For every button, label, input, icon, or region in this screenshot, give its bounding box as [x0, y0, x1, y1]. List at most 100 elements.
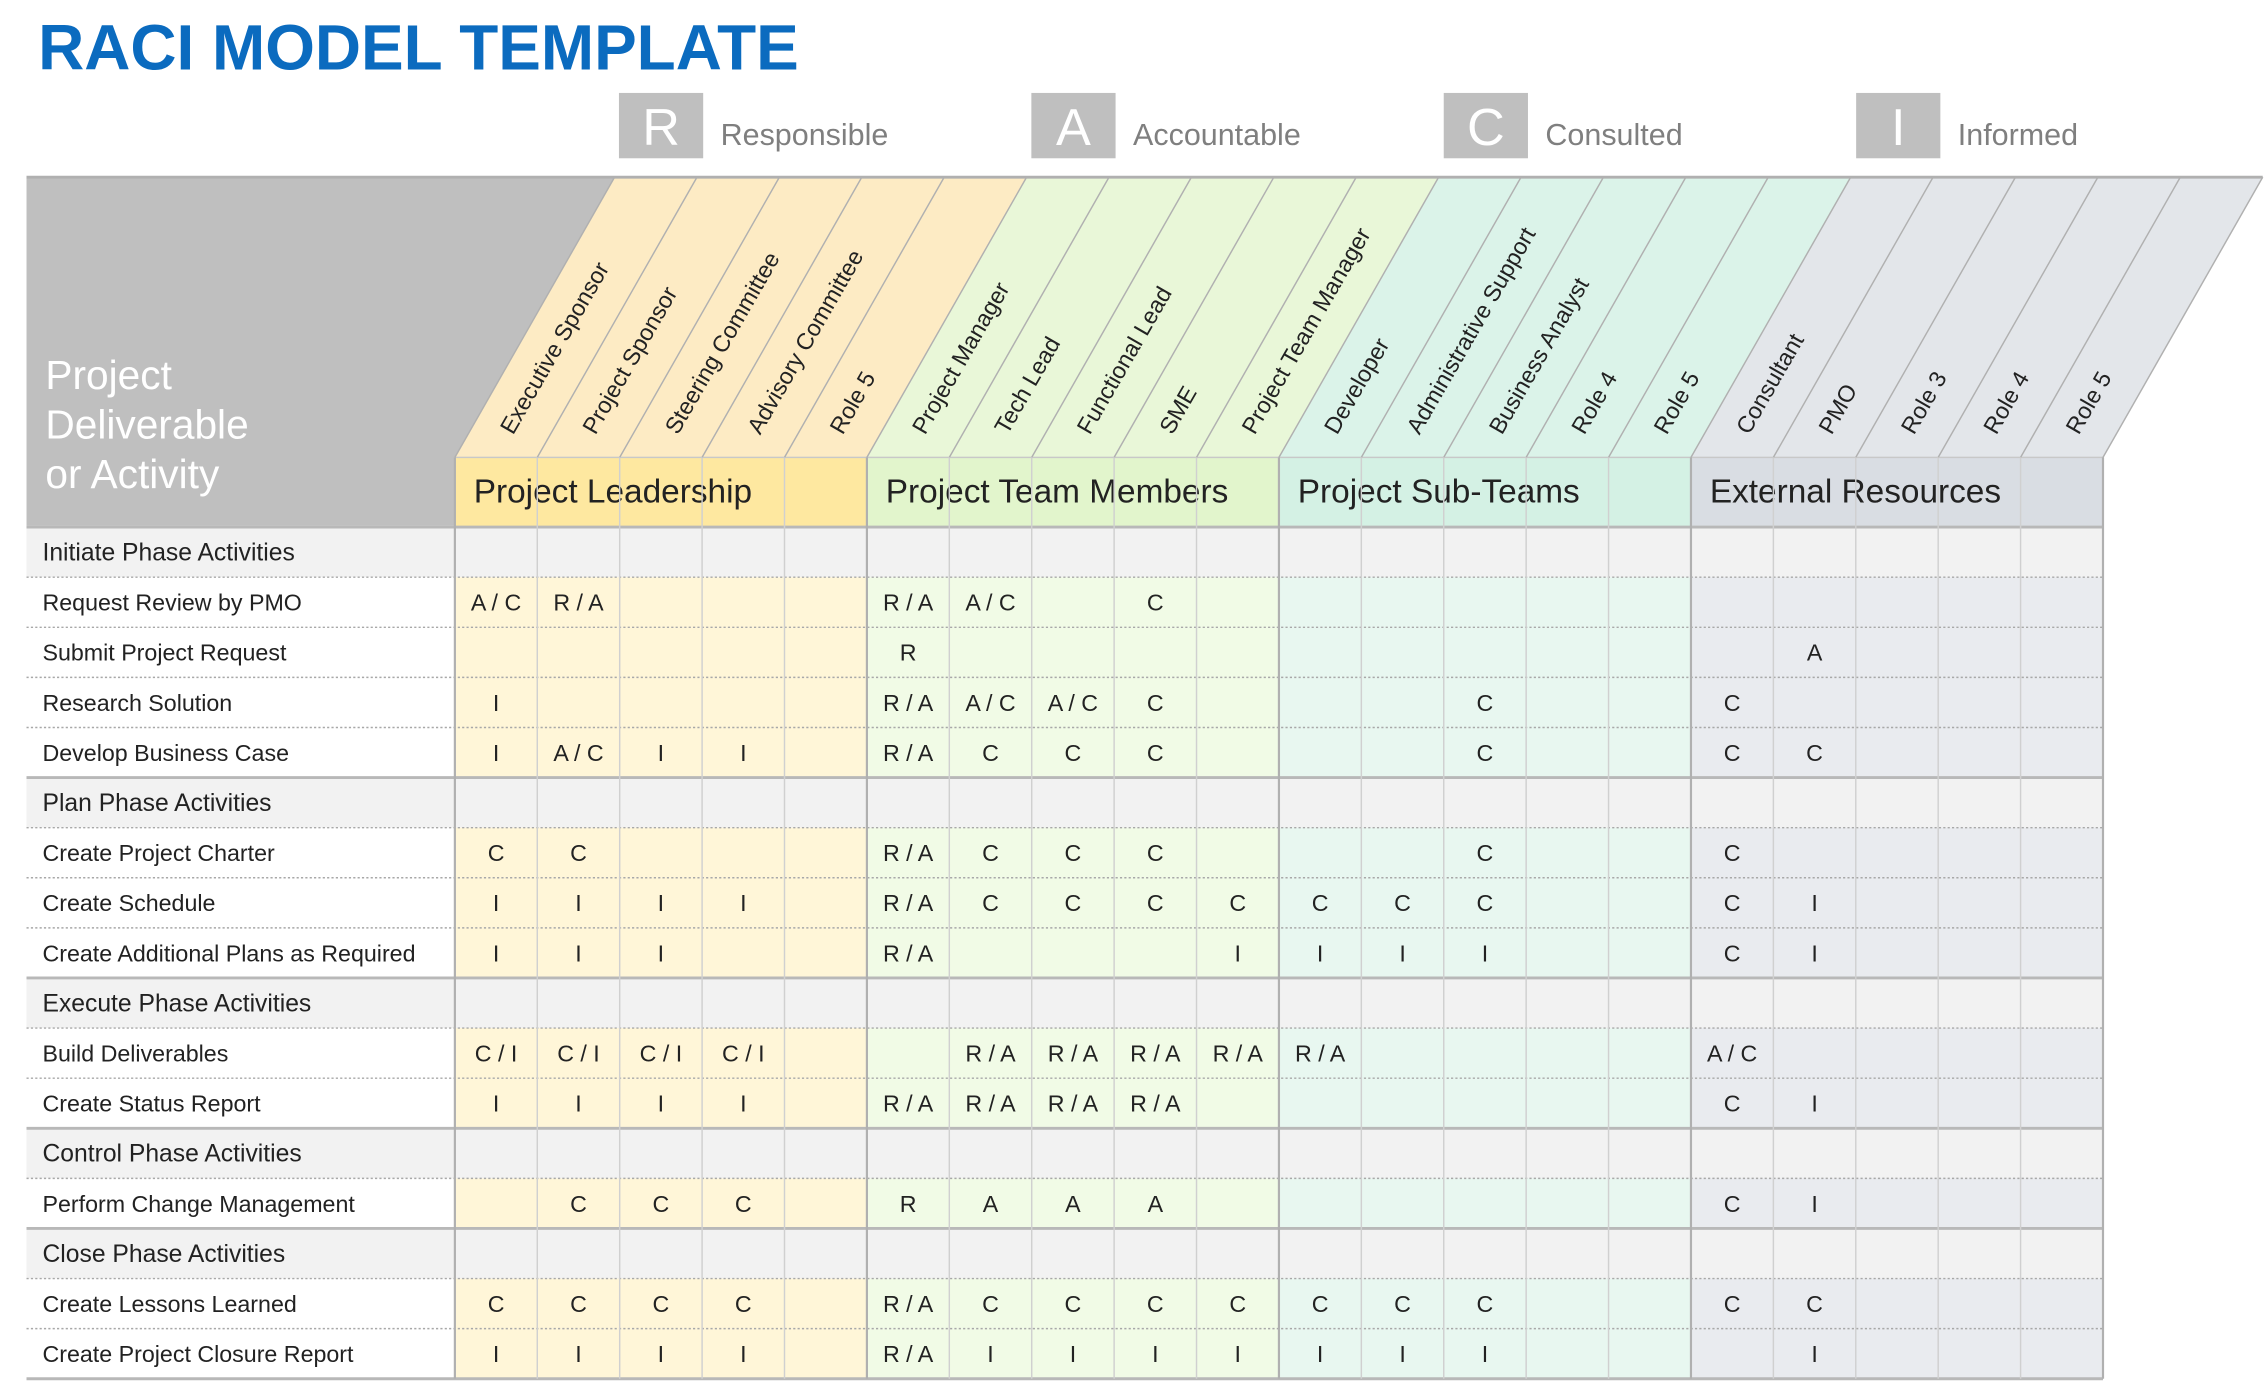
raci-value: C	[1724, 1091, 1741, 1117]
raci-value: C	[1229, 890, 1246, 916]
raci-cell	[784, 677, 867, 728]
role-divider	[948, 176, 1110, 458]
raci-cell	[1773, 577, 1856, 628]
raci-value: I	[493, 890, 499, 916]
raci-cell	[1608, 877, 1691, 928]
raci-cell	[1938, 877, 2021, 928]
raci-cell	[1114, 1078, 1197, 1129]
raci-cell	[619, 827, 703, 878]
raci-cell	[1278, 827, 1362, 878]
role-divider	[783, 176, 945, 458]
raci-cell	[1361, 627, 1444, 678]
raci-cell	[1773, 827, 1856, 878]
task-cell	[26, 1178, 455, 1229]
raci-cell	[1031, 1278, 1115, 1329]
raci-cell	[1443, 827, 1527, 878]
raci-cell	[619, 577, 703, 628]
legend-letter: R	[642, 99, 680, 157]
raci-cell	[1278, 727, 1362, 778]
raci-cell	[1278, 1078, 1362, 1129]
raci-cell	[1855, 1328, 1939, 1379]
raci-cell	[1196, 1328, 1279, 1379]
raci-cell	[702, 677, 785, 728]
raci-cell	[866, 827, 950, 878]
raci-cell	[619, 1328, 703, 1379]
raci-value: C	[1477, 1291, 1494, 1317]
raci-cell	[1114, 827, 1197, 878]
raci-cell	[1608, 1178, 1691, 1229]
raci-cell	[784, 577, 867, 628]
raci-value: I	[1317, 1341, 1323, 1367]
raci-cell	[702, 1078, 785, 1129]
raci-value: C	[1724, 890, 1741, 916]
raci-cell	[1690, 577, 1774, 628]
section-name: Execute Phase Activities	[42, 990, 311, 1017]
role-divider	[454, 176, 616, 458]
raci-value: R / A	[1048, 1091, 1099, 1117]
raci-cell	[537, 927, 620, 978]
raci-cell	[866, 677, 950, 728]
raci-value: R / A	[883, 890, 934, 916]
raci-value: I	[1811, 940, 1817, 966]
section-row	[26, 777, 2103, 828]
raci-cell	[1938, 1028, 2021, 1079]
raci-cell	[702, 1178, 785, 1229]
raci-cell	[619, 1278, 703, 1329]
raci-cell	[537, 577, 620, 628]
raci-value: A / C	[553, 740, 603, 766]
raci-cell	[1361, 877, 1444, 928]
raci-cell	[537, 1328, 620, 1379]
raci-value: R / A	[883, 690, 934, 716]
raci-cell	[866, 1178, 950, 1229]
raci-cell	[537, 627, 620, 678]
task-cell	[26, 1028, 455, 1079]
raci-value: C	[1477, 740, 1494, 766]
raci-value: C	[1806, 740, 1823, 766]
task-name: Create Lessons Learned	[42, 1291, 296, 1317]
raci-cell	[1690, 877, 1774, 928]
raci-cell	[1938, 927, 2021, 978]
raci-value: R / A	[1048, 1040, 1099, 1066]
raci-value: C	[1229, 1291, 1246, 1317]
raci-cell	[1443, 877, 1527, 928]
raci-value: C	[1724, 1191, 1741, 1217]
raci-cell	[1690, 1278, 1774, 1329]
raci-cell	[1938, 727, 2021, 778]
raci-cell	[1773, 677, 1856, 728]
raci-cell	[784, 877, 867, 928]
section-row	[26, 527, 2103, 578]
raci-value: A	[1065, 1191, 1081, 1217]
raci-cell	[1855, 627, 1939, 678]
raci-value: I	[1482, 940, 1488, 966]
raci-cell	[1526, 577, 1609, 628]
raci-value: I	[1811, 1091, 1817, 1117]
raci-cell	[1690, 627, 1774, 678]
raci-cell	[1278, 1328, 1362, 1379]
raci-cell	[619, 1078, 703, 1129]
role-divider	[866, 176, 1028, 458]
raci-value: C	[1477, 890, 1494, 916]
raci-cell	[702, 1028, 785, 1079]
raci-cell	[1278, 577, 1362, 628]
raci-cell	[1855, 1278, 1939, 1329]
raci-cell	[1114, 627, 1197, 678]
task-cell	[26, 627, 455, 678]
group-name: Project Team Members	[886, 473, 1229, 510]
raci-cell	[1361, 827, 1444, 878]
raci-cell	[1031, 1078, 1115, 1129]
raci-cell	[866, 1278, 950, 1329]
raci-cell	[2020, 1178, 2103, 1229]
raci-value: I	[1070, 1341, 1076, 1367]
raci-cell	[949, 1078, 1032, 1129]
raci-cell	[949, 577, 1032, 628]
raci-value: C	[1312, 890, 1329, 916]
raci-cell	[1443, 1328, 1527, 1379]
raci-cell	[866, 1028, 950, 1079]
raci-value: C	[982, 840, 999, 866]
raci-cell	[949, 677, 1032, 728]
raci-cell	[1938, 1278, 2021, 1329]
role-divider	[1607, 176, 1769, 458]
raci-value: I	[575, 940, 581, 966]
group-name: Project Sub-Teams	[1298, 473, 1580, 510]
raci-value: C	[1312, 1291, 1329, 1317]
